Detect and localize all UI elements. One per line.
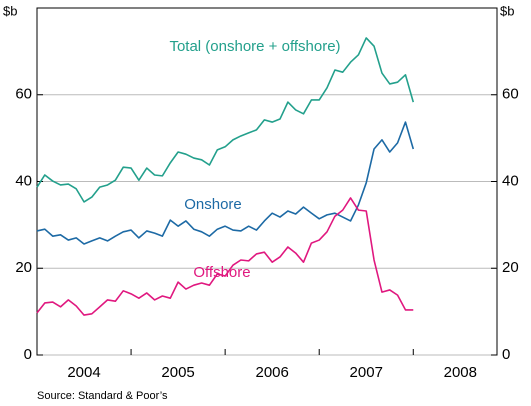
x-tick-label: 2007	[350, 364, 383, 381]
y-tick-label: 40	[15, 172, 32, 189]
y-tick-label: 60	[15, 86, 32, 103]
series-line	[36, 121, 415, 245]
series-label: Onshore	[184, 196, 242, 213]
y-tick-label: 20	[15, 259, 32, 276]
series-line	[36, 197, 414, 316]
y-tick-label: 0	[24, 346, 32, 363]
x-tick-label: 2004	[67, 364, 100, 381]
source-note: Source: Standard & Poor’s	[37, 390, 168, 402]
series-line	[36, 37, 415, 203]
y2-tick-label: 0	[502, 346, 510, 363]
x-tick-label: 2008	[444, 364, 477, 381]
series-label: Total (onshore + offshore)	[169, 38, 340, 55]
x-tick-label: 2006	[255, 364, 288, 381]
y2-tick-label: 20	[502, 259, 519, 276]
y2-tick-label: 40	[502, 172, 519, 189]
x-tick-label: 2005	[161, 364, 194, 381]
y-unit-left: $b	[3, 3, 17, 18]
series-label: Offshore	[193, 264, 250, 281]
y2-tick-label: 60	[502, 86, 519, 103]
y-unit-right: $b	[500, 3, 514, 18]
